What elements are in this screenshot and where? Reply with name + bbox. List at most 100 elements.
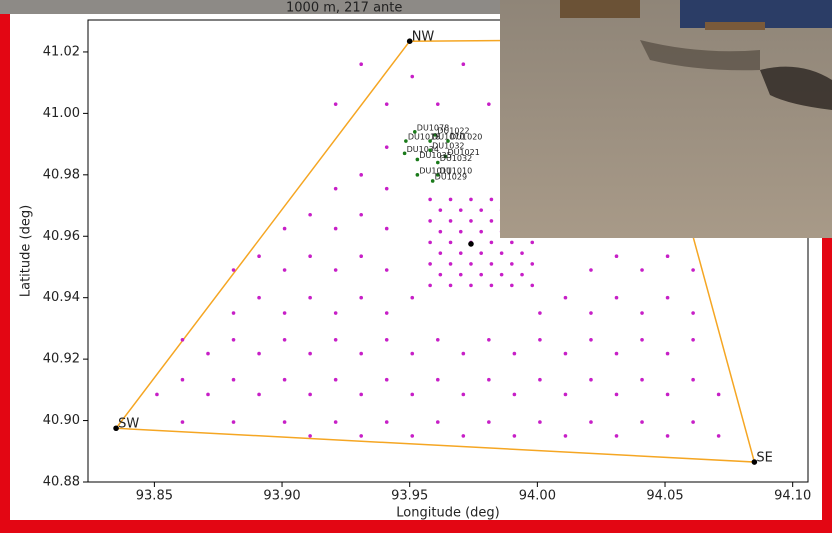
antenna-point [283,311,287,315]
antenna-point [428,262,432,266]
antenna-point [257,254,261,258]
antenna-point [359,62,363,66]
antenna-point [232,378,236,382]
antenna-point [691,311,695,315]
antenna-point [462,352,466,356]
antenna-point [459,230,463,234]
antenna-point [717,393,721,397]
antenna-point [510,262,514,266]
antenna-point [257,352,261,356]
antenna-point [490,284,494,288]
antenna-point [232,268,236,272]
antenna-point [462,434,466,438]
antenna-point [538,338,542,342]
antenna-point [334,338,338,342]
antenna-point [308,352,312,356]
antenna-point [449,219,453,223]
point-label: DU1032 [440,154,472,163]
antenna-point [439,251,443,255]
page: {"chart_data": { "type": "scatter", "tit… [0,0,832,533]
antenna-point [359,296,363,300]
antenna-point [439,208,443,212]
antenna-point [530,284,534,288]
y-tick-label: 40.92 [43,352,80,367]
antenna-point [385,102,389,106]
point-label: NW [412,30,435,45]
antenna-point [410,296,414,300]
antenna-point [334,187,338,191]
antenna-point [283,378,287,382]
antenna-point [334,311,338,315]
antenna-point [385,338,389,342]
antenna-point [691,338,695,342]
antenna-point [449,284,453,288]
antenna-point [510,241,514,245]
antenna-point [469,262,473,266]
antenna-point [232,420,236,424]
antenna-point [359,352,363,356]
antenna-point [487,102,491,106]
y-tick-label: 40.88 [43,475,80,490]
antenna-point [459,208,463,212]
antenna-point [538,378,542,382]
antenna-point [155,393,159,397]
antenna-point [410,75,414,79]
antenna-point [436,102,440,106]
antenna-point [459,251,463,255]
antenna-point [283,227,287,231]
photo [500,0,832,238]
antenna-point [462,393,466,397]
antenna-point [449,241,453,245]
antenna-point [589,268,593,272]
antenna-point [479,230,483,234]
antenna-point [640,338,644,342]
point-label: DU1020 [450,133,482,142]
antenna-point [691,268,695,272]
antenna-point [691,378,695,382]
antenna-point [513,352,517,356]
antenna-point [308,213,312,217]
antenna-point [666,296,670,300]
antenna-point [385,420,389,424]
antenna-point [439,230,443,234]
antenna-point [308,254,312,258]
photo-overlay [500,0,832,238]
x-tick-label: 93.90 [263,489,300,504]
y-tick-label: 41.02 [43,44,80,59]
antenna-point [487,338,491,342]
antenna-point [283,420,287,424]
photo-strip [0,0,500,14]
antenna-point [640,378,644,382]
antenna-point [691,420,695,424]
antenna-point [385,378,389,382]
antenna-point [564,352,568,356]
antenna-point [181,338,185,342]
antenna-point [479,273,483,277]
antenna-point [283,338,287,342]
antenna-point [615,393,619,397]
antenna-point [308,434,312,438]
antenna-point [385,187,389,191]
pallets [560,0,640,18]
screenshot: 1000 m, 217 ante DU1078DU1022DU1018DU107… [0,0,832,533]
antenna-point [589,378,593,382]
antenna-point [334,420,338,424]
antenna-point [615,254,619,258]
antenna-point [640,311,644,315]
antenna-point [640,268,644,272]
antenna-point [308,393,312,397]
antenna-point [359,254,363,258]
antenna-point [487,420,491,424]
antenna-point [589,420,593,424]
antenna-point [359,434,363,438]
antenna-point [520,273,524,277]
antenna-point [468,241,474,247]
antenna-point [385,145,389,149]
antenna-point [385,311,389,315]
y-tick-label: 40.98 [43,167,80,182]
antenna-point [564,434,568,438]
antenna-point [615,296,619,300]
antenna-point [232,338,236,342]
antenna-point [359,213,363,217]
y-tick-label: 40.94 [43,290,80,305]
